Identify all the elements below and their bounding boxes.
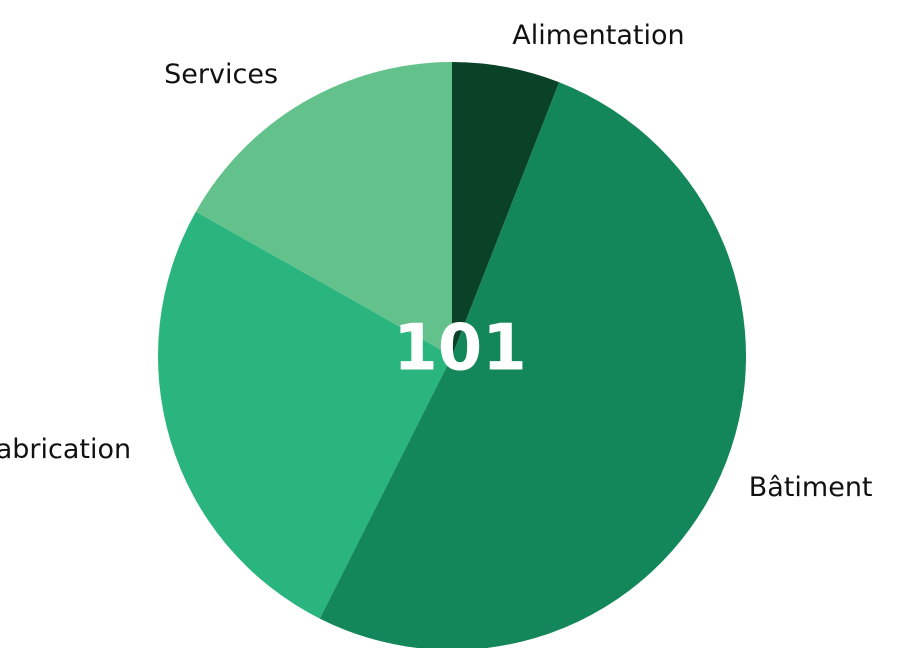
center-label: 101 xyxy=(393,312,527,386)
slice-label: Fabrication xyxy=(0,434,131,465)
pie-slice xyxy=(452,62,560,356)
pie-slice xyxy=(195,62,452,356)
pie-slice xyxy=(158,211,453,619)
slice-label: Bâtiment xyxy=(749,472,873,503)
pie-slice xyxy=(319,82,747,651)
slices xyxy=(158,62,747,651)
slice-label: Alimentation xyxy=(512,20,684,51)
slice-label: Services xyxy=(164,59,278,90)
